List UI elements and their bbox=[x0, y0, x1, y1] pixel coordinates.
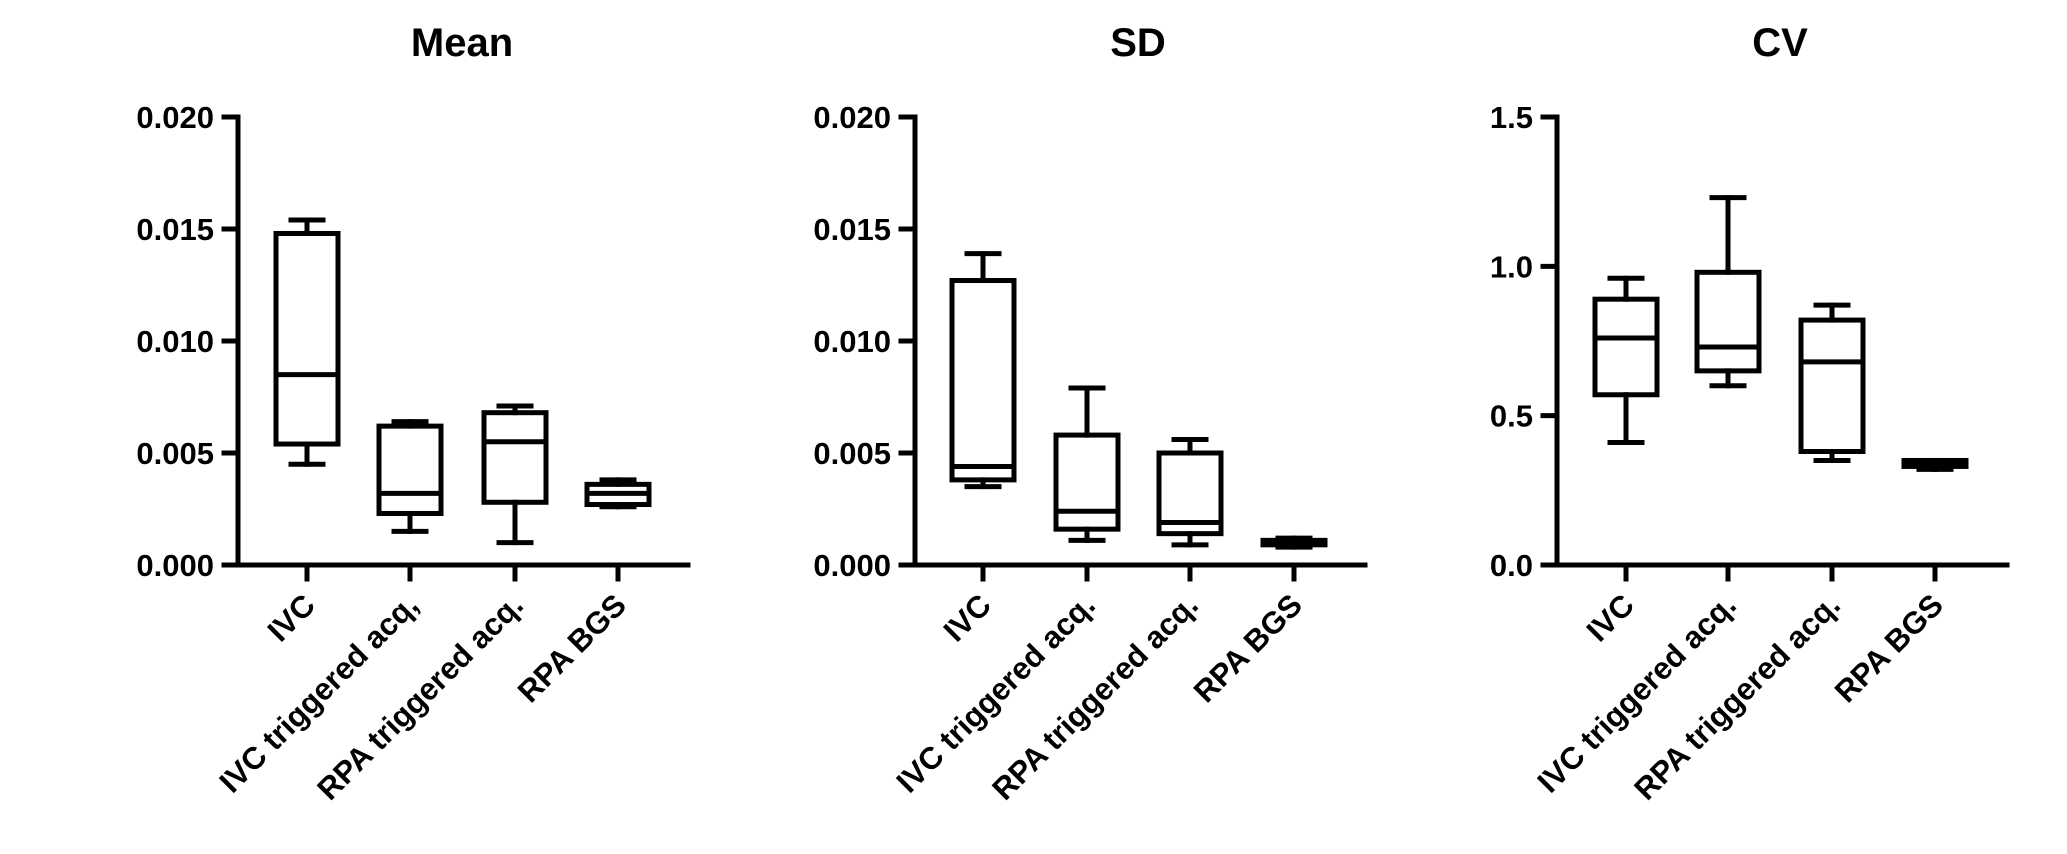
x-category-label: IVC bbox=[1580, 587, 1641, 648]
x-category-label: IVC bbox=[937, 587, 998, 648]
y-tick-label: 0.020 bbox=[136, 100, 214, 135]
x-category-label: RPA BGS bbox=[1187, 587, 1309, 709]
box-2 bbox=[376, 419, 444, 534]
y-tick-label: 0.0 bbox=[1490, 548, 1533, 583]
box-4 bbox=[1260, 535, 1328, 550]
iqr-box bbox=[1053, 432, 1121, 532]
x-category-label: IVC triggered acq. bbox=[1531, 587, 1743, 799]
iqr-box bbox=[949, 278, 1017, 483]
x-category-label: IVC triggered acq. bbox=[890, 587, 1102, 799]
iqr-box bbox=[1694, 269, 1762, 374]
y-tick-label: 0.000 bbox=[136, 548, 214, 583]
y-tick-label: 0.010 bbox=[813, 324, 891, 359]
y-tick-label: 0.010 bbox=[136, 324, 214, 359]
y-tick-label: 0.5 bbox=[1490, 399, 1533, 434]
x-category-label: RPA BGS bbox=[1828, 587, 1950, 709]
box-3 bbox=[1798, 302, 1866, 463]
box-2 bbox=[1053, 385, 1121, 543]
iqr-box bbox=[376, 423, 444, 516]
y-tick-label: 1.5 bbox=[1490, 100, 1533, 135]
panel-title-mean: Mean bbox=[411, 21, 513, 65]
box-1 bbox=[1592, 275, 1660, 446]
y-tick-label: 0.015 bbox=[813, 212, 891, 247]
panel-title-sd: SD bbox=[1110, 21, 1166, 65]
x-category-label: IVC triggered acq, bbox=[213, 587, 425, 799]
panel-title-cv: CV bbox=[1752, 21, 1808, 65]
y-tick-label: 0.005 bbox=[136, 436, 214, 471]
box-3 bbox=[481, 403, 549, 546]
y-tick-label: 1.0 bbox=[1490, 249, 1533, 284]
y-tick-label: 0.020 bbox=[813, 100, 891, 135]
iqr-box bbox=[1156, 450, 1224, 537]
box-2 bbox=[1694, 195, 1762, 389]
y-tick-label: 0.000 bbox=[813, 548, 891, 583]
iqr-box bbox=[481, 410, 549, 505]
box-1 bbox=[949, 251, 1017, 490]
box-3 bbox=[1156, 437, 1224, 548]
y-tick-label: 0.015 bbox=[136, 212, 214, 247]
x-category-label: RPA triggered acq. bbox=[310, 587, 530, 807]
box-4 bbox=[1901, 457, 1969, 472]
iqr-box bbox=[1592, 296, 1660, 398]
box-4 bbox=[584, 477, 652, 510]
box-1 bbox=[273, 217, 341, 467]
x-category-label: IVC bbox=[261, 587, 322, 648]
iqr-box bbox=[1798, 317, 1866, 455]
x-category-label: RPA triggered acq. bbox=[1627, 587, 1847, 807]
y-tick-label: 0.005 bbox=[813, 436, 891, 471]
x-category-label: RPA triggered acq. bbox=[985, 587, 1205, 807]
iqr-box bbox=[273, 230, 341, 447]
x-category-label: RPA BGS bbox=[511, 587, 633, 709]
